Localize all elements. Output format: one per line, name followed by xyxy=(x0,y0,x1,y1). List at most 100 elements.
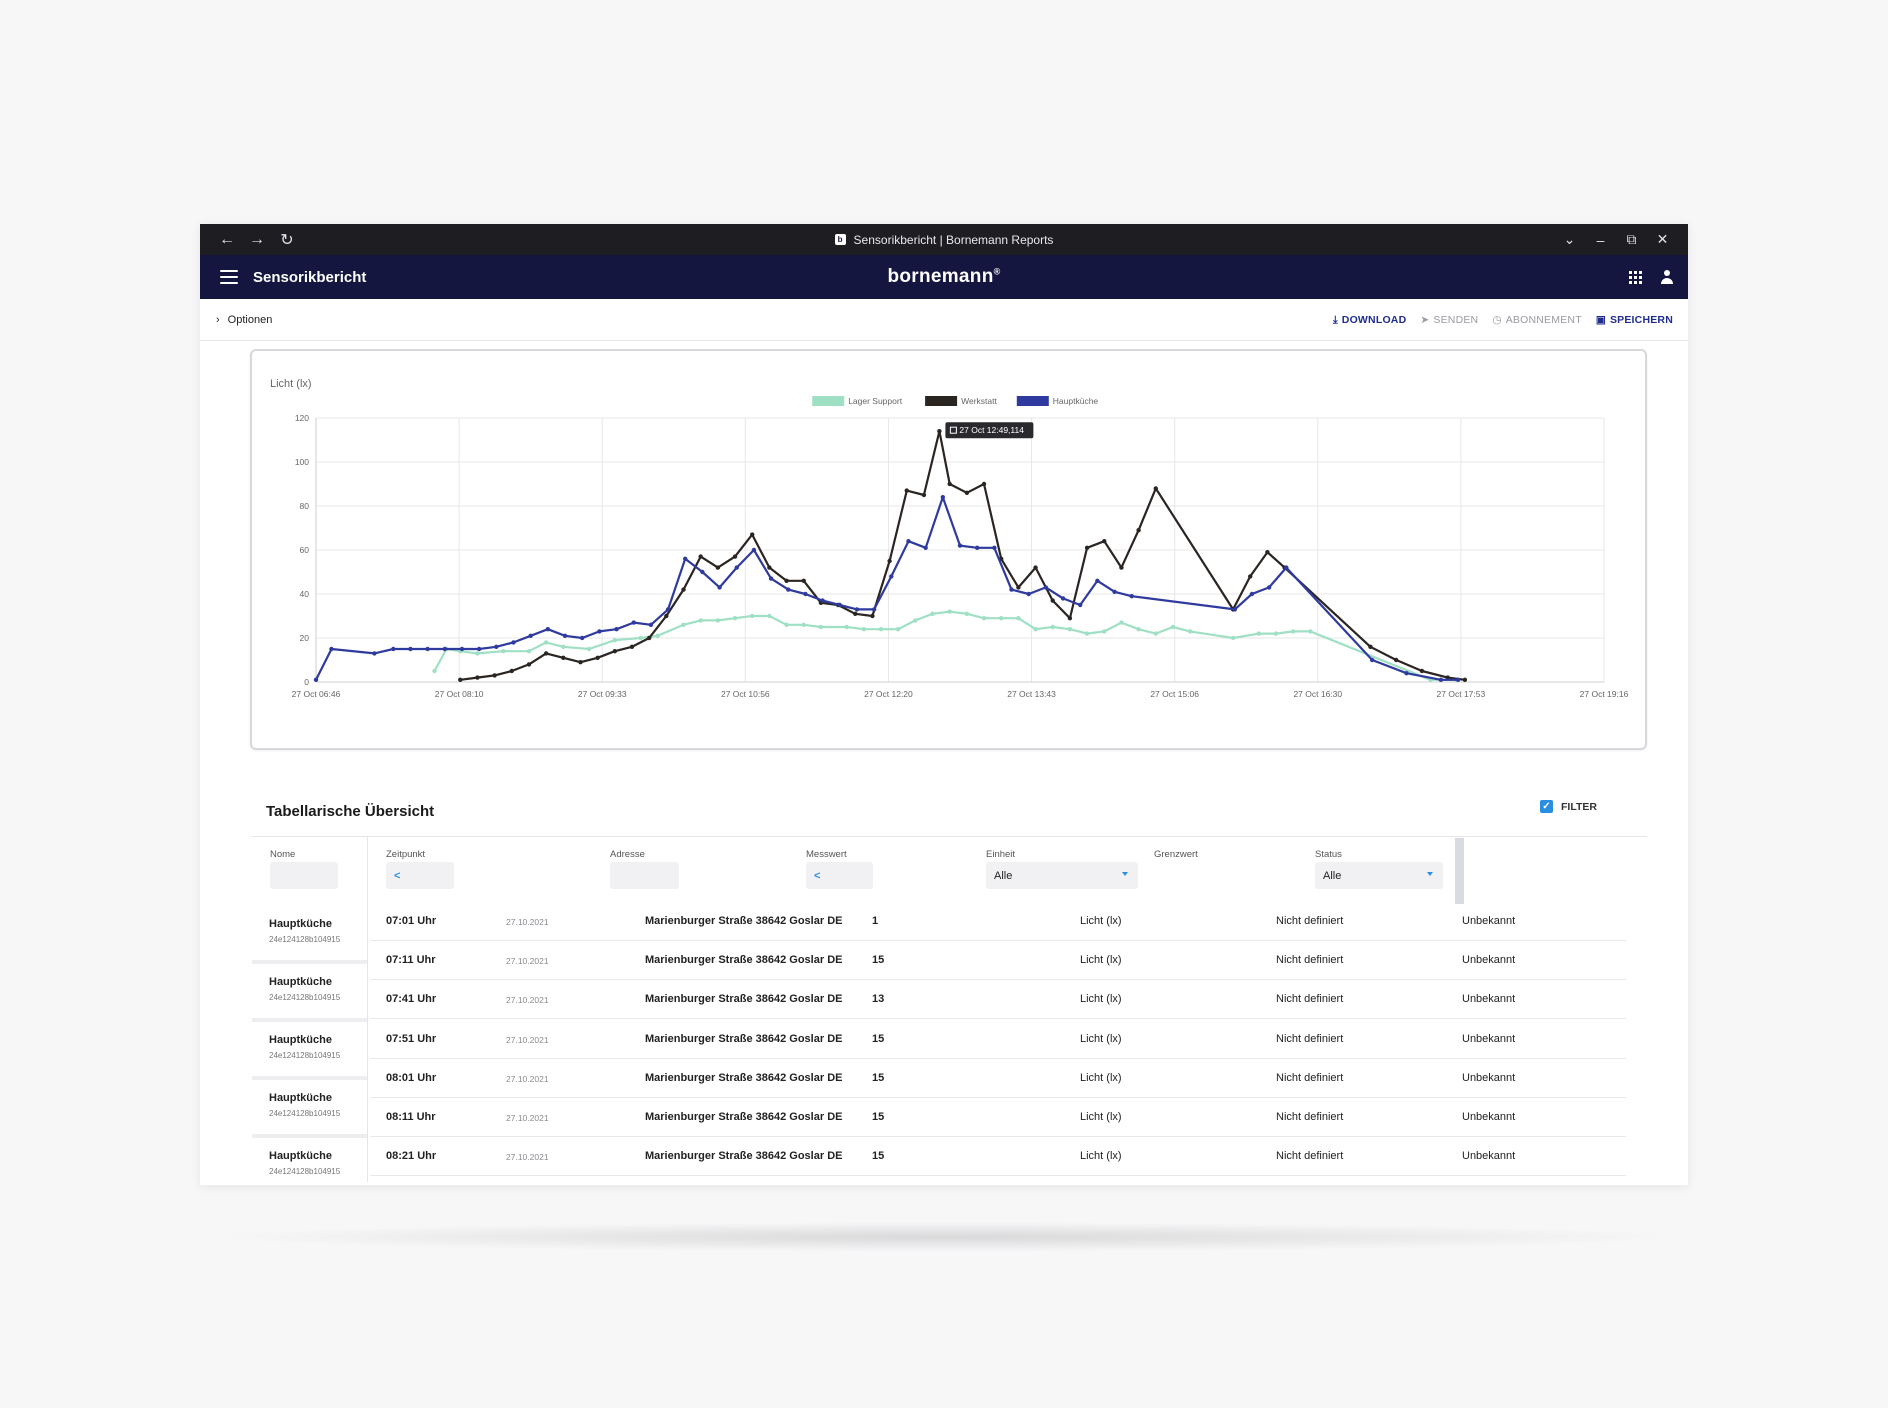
data-point xyxy=(648,622,654,627)
filter-checkbox-icon[interactable]: ✓ xyxy=(1540,800,1553,813)
messwert-filter-input[interactable]: < xyxy=(806,862,873,889)
cell-value: 15 xyxy=(872,1111,885,1123)
y-tick-label: 20 xyxy=(300,633,310,643)
chevron-down-icon[interactable]: ⌄ xyxy=(1563,231,1576,247)
data-point xyxy=(1438,677,1444,682)
forward-arrow-icon[interactable]: → xyxy=(249,230,265,248)
download-label: DOWNLOAD xyxy=(1341,314,1407,326)
data-point xyxy=(1248,574,1253,579)
cell-value: 15 xyxy=(872,954,885,966)
subscription-button[interactable]: ◷ ABONNEMENT xyxy=(1492,314,1581,326)
header-scrollbar[interactable] xyxy=(1455,838,1464,904)
data-point xyxy=(1119,620,1124,625)
name-group[interactable]: Hauptküche 24e124128b104915 xyxy=(252,1138,366,1185)
data-point xyxy=(940,495,946,500)
sensor-name: Hauptküche xyxy=(269,1034,332,1046)
data-point xyxy=(1095,578,1100,583)
download-button[interactable]: ⤓ DOWNLOAD xyxy=(1333,314,1406,327)
data-point xyxy=(700,569,705,575)
cell-status: Unbekannt xyxy=(1462,1150,1516,1162)
x-tick-label: 27 Oct 15:06 xyxy=(1150,689,1199,699)
user-icon[interactable] xyxy=(1660,270,1674,284)
series-line xyxy=(433,610,1457,681)
cell-date: 27.10.2021 xyxy=(506,917,549,927)
data-point xyxy=(887,558,892,564)
data-point xyxy=(1033,565,1038,570)
data-point xyxy=(767,613,772,619)
data-point xyxy=(964,611,970,616)
cell-time: 07:11 Uhr xyxy=(386,954,436,966)
y-tick-label: 100 xyxy=(295,457,309,467)
data-point xyxy=(895,627,901,632)
einheit-select[interactable]: Alle xyxy=(986,862,1138,889)
hamburger-menu-icon[interactable] xyxy=(220,270,238,284)
data-point xyxy=(578,660,583,665)
x-tick-label: 27 Oct 16:30 xyxy=(1293,689,1342,699)
legend-label: Werkstatt xyxy=(961,396,997,406)
name-group[interactable]: Hauptküche 24e124128b104915 xyxy=(252,906,366,960)
filter-label: FILTER xyxy=(1561,800,1597,813)
cell-limit: Nicht definiert xyxy=(1276,1111,1344,1123)
data-point xyxy=(562,633,568,638)
data-point xyxy=(801,578,806,583)
data-point xyxy=(528,633,533,638)
data-point xyxy=(1369,657,1375,663)
close-icon[interactable]: ✕ xyxy=(1656,231,1669,247)
data-point xyxy=(906,539,911,544)
data-point xyxy=(1153,631,1158,636)
table-title: Tabellarische Übersicht xyxy=(266,803,435,820)
data-point xyxy=(1136,528,1141,533)
y-tick-label: 40 xyxy=(300,589,310,599)
data-point xyxy=(717,585,722,590)
status-select[interactable]: Alle xyxy=(1315,862,1443,889)
data-point xyxy=(784,578,789,583)
data-point xyxy=(1394,657,1399,663)
cell-date: 27.10.2021 xyxy=(506,956,549,966)
minimize-icon[interactable]: – xyxy=(1596,231,1605,248)
data-point xyxy=(681,587,686,592)
data-point xyxy=(818,624,824,630)
cell-value: 15 xyxy=(872,1150,885,1162)
save-button[interactable]: ▣ SPEICHERN xyxy=(1596,314,1673,326)
data-point xyxy=(631,620,636,625)
sensor-name: Hauptküche xyxy=(269,918,332,930)
data-point xyxy=(1050,598,1055,603)
data-point xyxy=(614,627,619,632)
data-point xyxy=(937,429,942,434)
restore-icon[interactable]: ⧉ xyxy=(1626,231,1637,247)
x-tick-label: 27 Oct 19:16 xyxy=(1580,689,1629,699)
table-row-divider xyxy=(370,1136,1626,1137)
window-controls: ⌄ – ⧉ ✕ xyxy=(1554,224,1678,255)
zeitpunkt-filter-input[interactable]: < xyxy=(386,862,454,889)
options-toggle[interactable]: › Optionen xyxy=(216,314,272,326)
name-group[interactable]: Hauptküche 24e124128b104915 xyxy=(252,1080,366,1134)
cell-limit: Nicht definiert xyxy=(1276,1072,1344,1084)
cell-unit: Licht (lx) xyxy=(1080,993,1122,1005)
table-row-divider xyxy=(370,1097,1626,1098)
name-group[interactable]: Hauptküche 24e124128b104915 xyxy=(252,964,366,1018)
data-point xyxy=(526,649,532,654)
apps-grid-icon[interactable] xyxy=(1629,270,1642,284)
back-arrow-icon[interactable]: ← xyxy=(219,230,235,248)
tab-title: Sensorikbericht | Bornemann Reports xyxy=(853,232,1054,247)
cell-value: 13 xyxy=(872,993,885,1005)
data-point xyxy=(372,651,377,656)
light-chart[interactable]: Licht (lx) 0 20 40 60 80 100 120 27 Oct 06:46 27 … xyxy=(252,351,1649,752)
filter-toggle[interactable]: ✓ FILTER xyxy=(1540,800,1597,813)
data-point xyxy=(923,545,928,550)
name-filter-input[interactable] xyxy=(270,862,338,889)
name-group[interactable]: Hauptküche 24e124128b104915 xyxy=(252,1022,366,1076)
cell-time: 07:51 Uhr xyxy=(386,1033,437,1045)
cell-date: 27.10.2021 xyxy=(506,1113,549,1123)
data-point xyxy=(1026,591,1031,597)
data-point xyxy=(595,655,600,660)
send-button[interactable]: ➤ SENDEN xyxy=(1420,314,1478,326)
data-point xyxy=(1232,607,1237,612)
tab-title-area: b Sensorikbericht | Bornemann Reports xyxy=(200,224,1688,255)
data-point xyxy=(1455,677,1461,682)
data-point xyxy=(442,646,447,652)
adresse-filter-input[interactable] xyxy=(610,862,679,889)
data-point xyxy=(854,607,860,612)
data-point xyxy=(425,646,430,652)
reload-icon[interactable]: ↻ xyxy=(280,231,294,249)
